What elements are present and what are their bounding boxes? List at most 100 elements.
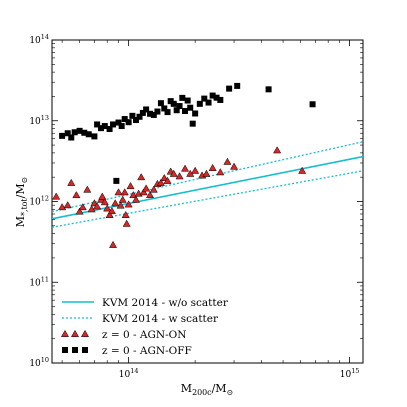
agn-on-marker [105,210,114,218]
agn-on-marker [169,169,178,177]
agn-off-marker [94,121,101,128]
agn-on-marker [72,191,81,199]
agn-off-marker [136,113,143,120]
agn-on-marker [149,185,158,193]
agn-on-marker [58,203,67,211]
legend-label: KVM 2014 - w scatter [102,313,219,325]
agn-off-marker [133,117,140,124]
legend-label: KVM 2014 - w/o scatter [102,297,229,309]
legend-square-swatch [82,347,88,353]
agn-off-marker [147,110,154,117]
agn-on-marker [107,207,116,215]
agn-off-marker [143,106,150,113]
y-tick-label: 1010 [29,356,49,369]
agn-off-marker [121,116,128,123]
agn-off-marker [226,85,233,92]
y-tick-label: 1013 [29,114,49,127]
agn-on-marker [83,185,92,193]
agn-off-marker [81,129,88,136]
agn-off-marker [110,121,117,128]
agn-on-marker [191,166,200,174]
agn-off-marker [196,100,203,107]
legend-label: z = 0 - AGN-OFF [102,345,192,357]
agn-off-marker [205,99,212,106]
agn-off-marker [139,109,146,116]
agn-off-marker [217,96,224,103]
agn-off-marker [125,119,132,126]
agn-off-marker [113,177,120,184]
agn-on-marker [137,173,146,181]
agn-off-marker [209,92,216,99]
agn-on-marker [273,146,282,154]
agn-off-marker [192,110,199,117]
agn-on-marker [163,176,172,184]
agn-on-marker [75,207,84,215]
agn-off-marker [179,94,186,101]
agn-off-marker [187,104,194,111]
agn-on-marker [298,166,307,174]
legend-triangle-swatch [80,329,90,337]
agn-off-marker [201,95,208,102]
agn-off-marker [265,86,272,93]
agn-off-marker [167,98,174,105]
agn-off-marker [106,126,113,133]
agn-off-marker [59,132,66,139]
agn-on-marker [100,198,109,206]
agn-off-marker [182,108,189,115]
agn-on-marker [116,201,125,209]
agn-off-marker [173,107,180,114]
y-tick-label: 1014 [29,33,49,46]
agn-on-marker [160,173,169,182]
tick-labels: 1010 1011 1012 1013 1014 1014 1015 [29,33,359,380]
agn-off-marker [76,127,83,134]
agn-on-marker [111,199,120,207]
legend-label: z = 0 - AGN-ON [102,329,186,341]
agn-off-marker [64,130,71,137]
agn-off-marker [150,111,157,118]
agn-on-marker [131,195,141,203]
agn-off-marker [129,112,136,119]
agn-on-marker [208,163,217,171]
x-axis-label: M200c/M⊙ [181,382,233,397]
agn-off-marker [213,94,220,101]
agn-on-marker [98,192,107,200]
agn-on-marker [114,188,123,196]
axis-ticks [52,39,363,364]
legend: KVM 2014 - w/o scatter KVM 2014 - w scatt… [60,297,229,357]
legend-square-swatch [62,347,68,353]
kvm-line-scatter-2 [51,170,364,228]
y-tick-label: 1012 [29,195,49,208]
y-tick-label: 1011 [29,275,49,288]
agn-off-marker [234,82,241,89]
agn-off-marker [71,129,78,136]
agn-on-marker [78,203,87,211]
agn-on-marker [103,204,112,212]
agn-off-marker [309,101,316,108]
agn-on-marker [63,201,72,209]
agn-on-marker [126,182,135,190]
agn-off-marker [85,131,92,138]
agn-on-marker [216,168,225,176]
agn-on-marker [52,192,61,200]
agn-on-marker [230,162,239,170]
agn-on-marker [181,164,190,172]
kvm-line-no-scatter [51,155,364,220]
legend-triangle-swatch [70,329,80,337]
agn-off-marker [118,123,125,130]
agn-on-marker [156,178,165,186]
agn-on-marker [175,172,184,180]
agn-off-marker [164,109,171,116]
agn-on-marker [121,210,130,218]
agn-off-marker [184,97,191,104]
agn-on-marker [202,169,211,177]
agn-off-marker [91,133,98,140]
agn-off-marker [154,108,161,115]
agn-off-marker [68,134,75,141]
y-axis-label: M*,tot/M⊙ [14,177,29,227]
agn-off-marker [189,120,196,127]
data-markers [52,82,316,248]
x-tick-label: 1015 [340,367,360,380]
agn-on-marker [139,188,148,196]
agn-off-marker [98,125,105,132]
